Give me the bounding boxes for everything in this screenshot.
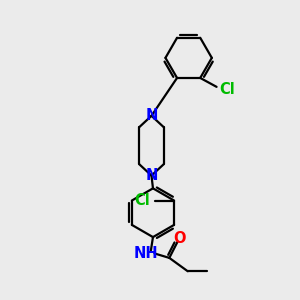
Text: N: N [145,168,158,183]
Text: Cl: Cl [220,82,235,97]
Text: NH: NH [133,246,158,261]
Text: Cl: Cl [135,193,150,208]
Text: O: O [173,231,185,246]
Text: N: N [145,108,158,123]
